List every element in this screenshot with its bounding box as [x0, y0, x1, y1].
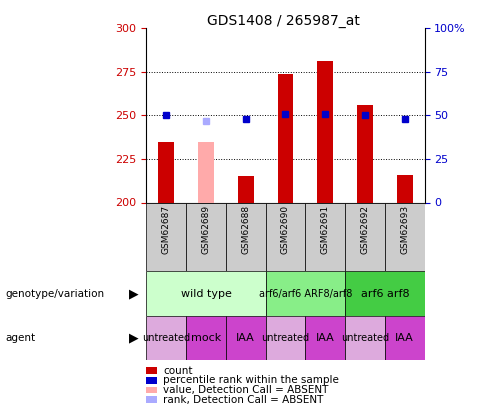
Bar — [158, 142, 174, 202]
Text: genotype/variation: genotype/variation — [5, 289, 104, 298]
Text: IAA: IAA — [395, 333, 414, 343]
Bar — [265, 271, 345, 316]
Text: arf6 arf8: arf6 arf8 — [361, 289, 409, 298]
Bar — [357, 105, 373, 202]
Text: arf6/arf6 ARF8/arf8: arf6/arf6 ARF8/arf8 — [259, 289, 352, 298]
Bar — [345, 316, 385, 360]
Text: GSM62692: GSM62692 — [361, 205, 369, 254]
Text: IAA: IAA — [316, 333, 335, 343]
Bar — [278, 74, 293, 202]
Bar — [226, 316, 265, 360]
Text: IAA: IAA — [236, 333, 255, 343]
Bar — [265, 202, 305, 271]
Text: mock: mock — [191, 333, 221, 343]
Bar — [305, 202, 345, 271]
Bar — [238, 177, 254, 202]
Bar — [345, 202, 385, 271]
Bar — [345, 271, 425, 316]
Text: count: count — [163, 366, 192, 375]
Text: ▶: ▶ — [129, 287, 139, 300]
Text: rank, Detection Call = ABSENT: rank, Detection Call = ABSENT — [163, 395, 324, 405]
Bar — [198, 142, 214, 202]
Bar — [226, 202, 265, 271]
Text: GSM62691: GSM62691 — [321, 205, 330, 254]
Text: untreated: untreated — [341, 333, 389, 343]
Text: GSM62693: GSM62693 — [400, 205, 409, 254]
Text: GSM62689: GSM62689 — [202, 205, 210, 254]
Text: ▶: ▶ — [129, 332, 139, 345]
Bar — [265, 316, 305, 360]
Text: GDS1408 / 265987_at: GDS1408 / 265987_at — [206, 14, 360, 28]
Bar — [186, 202, 226, 271]
Text: value, Detection Call = ABSENT: value, Detection Call = ABSENT — [163, 385, 328, 395]
Text: agent: agent — [5, 333, 35, 343]
Text: GSM62690: GSM62690 — [281, 205, 290, 254]
Bar — [146, 202, 186, 271]
Text: untreated: untreated — [262, 333, 309, 343]
Bar — [146, 271, 265, 316]
Text: GSM62687: GSM62687 — [162, 205, 171, 254]
Bar — [186, 316, 226, 360]
Bar — [317, 62, 333, 202]
Bar — [305, 316, 345, 360]
Text: untreated: untreated — [142, 333, 190, 343]
Text: wild type: wild type — [181, 289, 231, 298]
Bar — [385, 316, 425, 360]
Bar — [146, 316, 186, 360]
Text: percentile rank within the sample: percentile rank within the sample — [163, 375, 339, 385]
Bar — [397, 175, 413, 202]
Text: GSM62688: GSM62688 — [241, 205, 250, 254]
Bar — [385, 202, 425, 271]
